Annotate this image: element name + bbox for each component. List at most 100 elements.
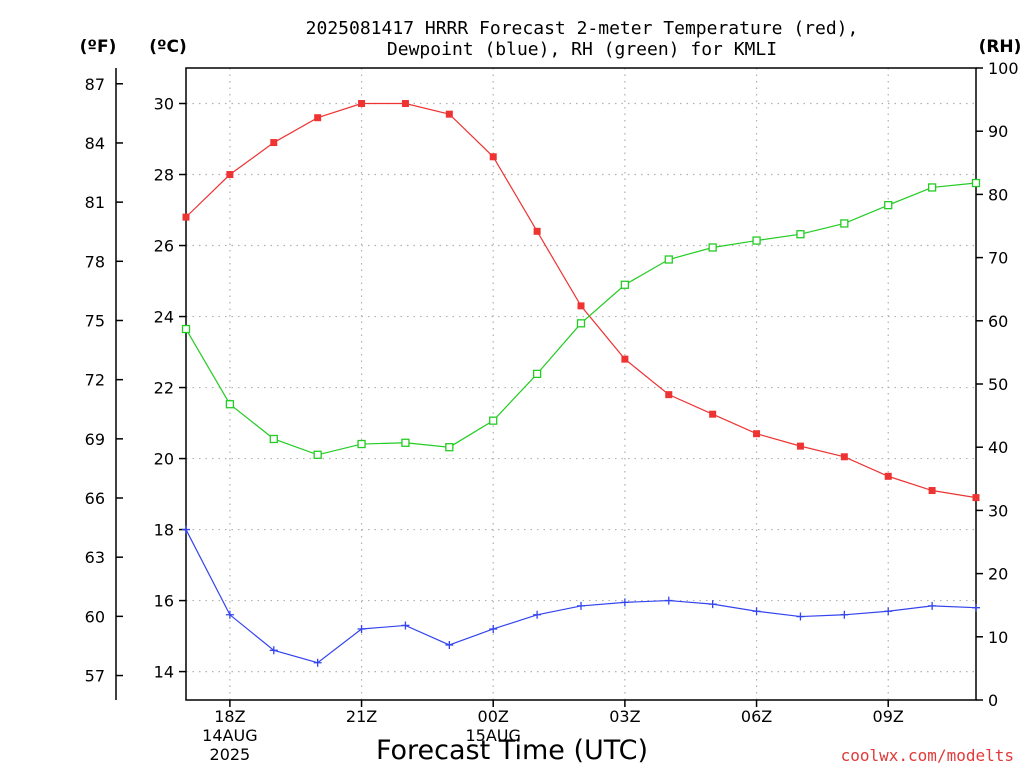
fahrenheit-tick-label: 63 [85, 548, 105, 567]
x-tick-label: 18Z [214, 707, 245, 726]
data-point-temperature [533, 227, 541, 235]
data-point-dewpoint [972, 603, 980, 612]
data-point-rh [664, 255, 673, 264]
data-point-dewpoint [225, 610, 234, 619]
rh-tick-label: 0 [988, 691, 998, 710]
data-point-dewpoint [708, 600, 717, 609]
data-point-dewpoint [401, 621, 410, 630]
rh-tick-label: 80 [988, 185, 1008, 204]
data-point-rh [576, 319, 586, 328]
rh-tick-label: 30 [988, 501, 1008, 520]
data-point-dewpoint [884, 607, 893, 616]
data-point-temperature [840, 453, 848, 461]
rh-tick-label: 20 [988, 565, 1008, 584]
fahrenheit-tick-label: 66 [85, 489, 105, 508]
data-point-rh [401, 438, 410, 447]
x-tick-label: 03Z [609, 707, 640, 726]
data-point-rh [181, 324, 191, 334]
fahrenheit-tick-label: 75 [85, 311, 105, 330]
data-point-temperature [796, 442, 804, 450]
data-point-dewpoint [664, 596, 673, 605]
rh-axis-unit: (RH) [979, 37, 1022, 57]
series-line-rh [185, 182, 977, 456]
rh-tick-label: 40 [988, 438, 1008, 457]
x-tick-label: 2025 [210, 745, 251, 764]
series-temperature [182, 100, 980, 502]
data-point-rh [971, 178, 981, 188]
data-point-rh [927, 183, 937, 192]
x-axis-label: Forecast Time (UTC) [376, 735, 648, 766]
rh-tick-label: 10 [988, 628, 1008, 647]
data-point-rh [796, 230, 805, 239]
data-point-temperature [753, 430, 761, 438]
data-point-rh [225, 400, 235, 409]
data-point-rh [489, 416, 498, 425]
series-rh [181, 178, 981, 459]
data-point-temperature [445, 110, 453, 118]
data-point-temperature [621, 355, 629, 363]
fahrenheit-tick-label: 69 [85, 430, 105, 449]
data-point-temperature [226, 171, 234, 179]
data-point-dewpoint [796, 612, 805, 621]
celsius-tick-label: 20 [154, 450, 174, 469]
fahrenheit-tick-label: 57 [85, 667, 105, 686]
celsius-tick-label: 16 [154, 592, 174, 611]
x-tick-label: 09Z [873, 707, 904, 726]
series-line-dewpoint [185, 529, 977, 664]
fahrenheit-tick-label: 78 [85, 252, 105, 271]
data-point-temperature [928, 487, 936, 495]
series-line-temperature [185, 102, 977, 499]
data-point-dewpoint [313, 658, 322, 667]
data-point-rh [752, 236, 761, 245]
data-point-temperature [577, 302, 585, 310]
data-point-dewpoint [357, 624, 366, 633]
celsius-tick-label: 18 [154, 521, 174, 540]
fahrenheit-tick-label: 84 [85, 134, 105, 153]
data-point-rh [532, 369, 542, 379]
data-point-temperature [314, 114, 322, 122]
data-point-temperature [270, 139, 278, 147]
rh-tick-label: 90 [988, 122, 1008, 141]
data-point-dewpoint [533, 610, 542, 619]
data-point-dewpoint [752, 607, 761, 616]
data-point-rh [884, 200, 893, 210]
x-tick-label: 21Z [346, 707, 377, 726]
data-point-temperature [972, 494, 980, 502]
data-point-dewpoint [445, 640, 454, 649]
data-point-temperature [665, 391, 673, 399]
data-point-temperature [884, 472, 892, 480]
data-point-dewpoint [620, 598, 629, 607]
celsius-axis-unit: (ºC) [149, 37, 187, 57]
data-point-rh [620, 280, 630, 289]
data-point-dewpoint [489, 624, 498, 633]
rh-tick-label: 70 [988, 249, 1008, 268]
fahrenheit-tick-label: 60 [85, 607, 105, 626]
chart-title: 2025081417 HRRR Forecast 2-meter Tempera… [306, 18, 859, 60]
series-layer [181, 100, 981, 667]
x-tick-label: 06Z [741, 707, 772, 726]
data-point-temperature [401, 100, 409, 108]
rh-tick-label: 50 [988, 375, 1008, 394]
grid [186, 68, 976, 700]
x-tick-label: 15AUG [466, 726, 521, 745]
data-point-rh [445, 443, 454, 452]
fahrenheit-tick-label: 81 [85, 193, 105, 212]
data-point-dewpoint [269, 646, 278, 655]
celsius-tick-label: 28 [154, 166, 174, 185]
x-tick-label: 14AUG [202, 726, 257, 745]
data-point-rh [708, 243, 717, 252]
series-dewpoint [182, 525, 980, 667]
data-point-temperature [358, 100, 366, 108]
data-point-rh [313, 450, 322, 459]
data-point-temperature [182, 213, 190, 221]
x-tick-label: 00Z [478, 707, 509, 726]
celsius-tick-label: 22 [154, 379, 174, 398]
tick-labels: 14 16 18 20 22 24 26 28 30 57 60 63 66 69 72 75 78 81 84 87… [85, 59, 1019, 764]
data-point-rh [357, 439, 366, 449]
data-point-dewpoint [577, 601, 585, 610]
fahrenheit-tick-label: 72 [85, 371, 105, 390]
fahrenheit-axis-unit: (ºF) [80, 37, 117, 57]
celsius-tick-label: 14 [154, 663, 174, 682]
fahrenheit-tick-label: 87 [85, 75, 105, 94]
